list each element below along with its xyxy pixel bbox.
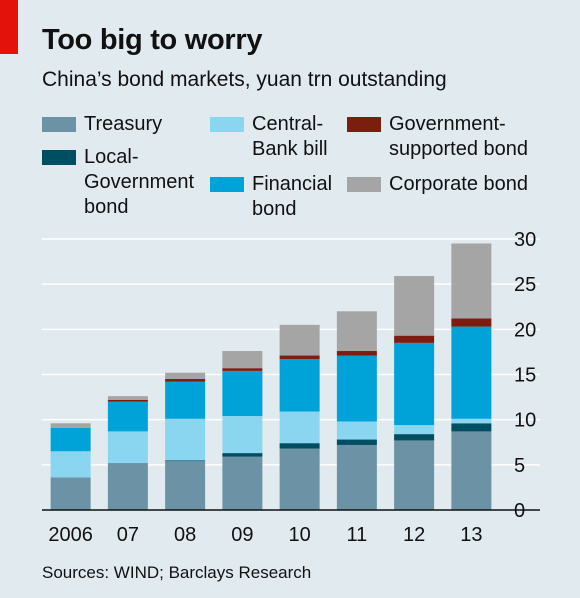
- bar-segment-corporate-bond-13: [451, 243, 492, 319]
- legend-label-government-supported-bond: Government- supported bond: [389, 113, 529, 160]
- bar-segment-local-government-bond-11: [336, 439, 377, 445]
- bar-segment-local-government-bond-13: [451, 423, 492, 432]
- bar-segment-corporate-bond-10: [279, 324, 320, 356]
- chart-title: Too big to worry: [42, 24, 263, 56]
- bar-segment-local-government-bond-09: [222, 453, 263, 457]
- bar-segment-central-bank-bill-07: [107, 431, 148, 464]
- x-tick-label: 12: [403, 524, 425, 546]
- legend-swatch-local-government-bond: [42, 150, 76, 165]
- bar-segment-government-supported-bond-11: [336, 351, 377, 356]
- y-tick-label: 10: [514, 410, 536, 432]
- x-tick-label: 10: [289, 524, 311, 546]
- bar-segment-local-government-bond-10: [279, 443, 320, 449]
- legend-label-corporate-bond: Corporate bond: [389, 173, 528, 195]
- bar-segment-government-supported-bond-12: [394, 335, 435, 343]
- bar-segment-government-supported-bond-08: [165, 379, 206, 382]
- legend-label-local-government-bond: Local- Government bond: [84, 146, 195, 218]
- legend-item-financial-bond: Financial bond: [210, 172, 332, 222]
- legend-item-corporate-bond: Corporate bond: [347, 172, 528, 197]
- bar-segment-treasury-13: [451, 431, 492, 510]
- bar-segment-financial-bond-10: [279, 359, 320, 412]
- bar-segment-financial-bond-11: [336, 355, 377, 422]
- bar-segment-treasury-10: [279, 448, 320, 510]
- bar-segment-government-supported-bond-07: [107, 399, 148, 402]
- legend-swatch-treasury: [42, 117, 76, 132]
- bar-segment-corporate-bond-11: [336, 311, 377, 352]
- legend-item-local-government-bond: Local- Government bond: [42, 145, 194, 220]
- legend-label-financial-bond: Financial bond: [252, 173, 333, 220]
- bar-segment-government-supported-bond-09: [222, 368, 263, 371]
- bar-segment-central-bank-bill-12: [394, 425, 435, 435]
- bar-segment-corporate-bond-07: [107, 396, 148, 400]
- chart-subtitle: China’s bond markets, yuan trn outstandi…: [42, 68, 447, 91]
- bar-segment-financial-bond-09: [222, 370, 263, 417]
- bar-segment-corporate-bond-12: [394, 276, 435, 336]
- bar-segment-financial-bond-13: [451, 326, 492, 419]
- bar-segment-local-government-bond-12: [394, 434, 435, 441]
- x-tick-label: 2006: [48, 524, 93, 546]
- source-note: Sources: WIND; Barclays Research: [42, 563, 312, 582]
- legend-item-treasury: Treasury: [42, 112, 162, 137]
- bar-segment-corporate-bond-2006: [50, 423, 91, 428]
- legend-swatch-corporate-bond: [347, 177, 381, 192]
- y-tick-label: 0: [514, 500, 525, 522]
- y-tick-label: 15: [514, 365, 536, 387]
- legend-swatch-government-supported-bond: [347, 117, 381, 132]
- y-tick-label: 30: [514, 229, 536, 251]
- bar-segment-financial-bond-12: [394, 342, 435, 426]
- bar-segment-financial-bond-07: [107, 401, 148, 432]
- bar-segment-government-supported-bond-13: [451, 318, 492, 327]
- bar-stacks: [50, 243, 492, 510]
- bar-segment-treasury-09: [222, 456, 263, 510]
- bar-segment-central-bank-bill-08: [165, 418, 206, 461]
- legend-item-government-supported-bond: Government- supported bond: [347, 112, 528, 162]
- y-tick-label: 5: [514, 455, 525, 477]
- bar-segment-treasury-07: [107, 463, 148, 510]
- bar-segment-financial-bond-2006: [50, 427, 91, 452]
- x-tick-label: 11: [346, 524, 367, 546]
- y-tick-label: 20: [514, 319, 536, 341]
- legend-swatch-financial-bond: [210, 177, 244, 192]
- bar-segment-treasury-2006: [50, 477, 91, 510]
- bar-segment-treasury-11: [336, 444, 377, 510]
- accent-tab: [0, 0, 18, 54]
- bar-segment-central-bank-bill-13: [451, 418, 492, 424]
- legend-label-central-bank-bill: Central- Bank bill: [252, 113, 328, 160]
- y-tick-label: 25: [514, 274, 536, 296]
- bar-segment-central-bank-bill-09: [222, 416, 263, 454]
- x-tick-label: 07: [117, 524, 139, 546]
- bar-segment-corporate-bond-09: [222, 351, 263, 369]
- bar-segment-local-government-bond-08: [165, 460, 206, 462]
- legend-item-central-bank-bill: Central- Bank bill: [210, 112, 328, 162]
- bar-segment-government-supported-bond-10: [279, 355, 320, 360]
- x-tick-label: 09: [231, 524, 253, 546]
- x-tick-label: 13: [460, 524, 482, 546]
- legend-swatch-central-bank-bill: [210, 117, 244, 132]
- bar-segment-corporate-bond-08: [165, 372, 206, 380]
- bar-segment-treasury-12: [394, 440, 435, 510]
- bar-segment-financial-bond-08: [165, 381, 206, 419]
- x-tick-label: 08: [174, 524, 196, 546]
- bar-segment-central-bank-bill-10: [279, 411, 320, 444]
- axes: 0 5 10 15 20 25 30 2006 07 08 09 10 11 12 13: [42, 229, 540, 546]
- legend-label-treasury: Treasury: [84, 113, 163, 135]
- bar-segment-central-bank-bill-2006: [50, 451, 91, 478]
- bar-segment-treasury-08: [165, 461, 206, 510]
- bar-segment-central-bank-bill-11: [336, 421, 377, 440]
